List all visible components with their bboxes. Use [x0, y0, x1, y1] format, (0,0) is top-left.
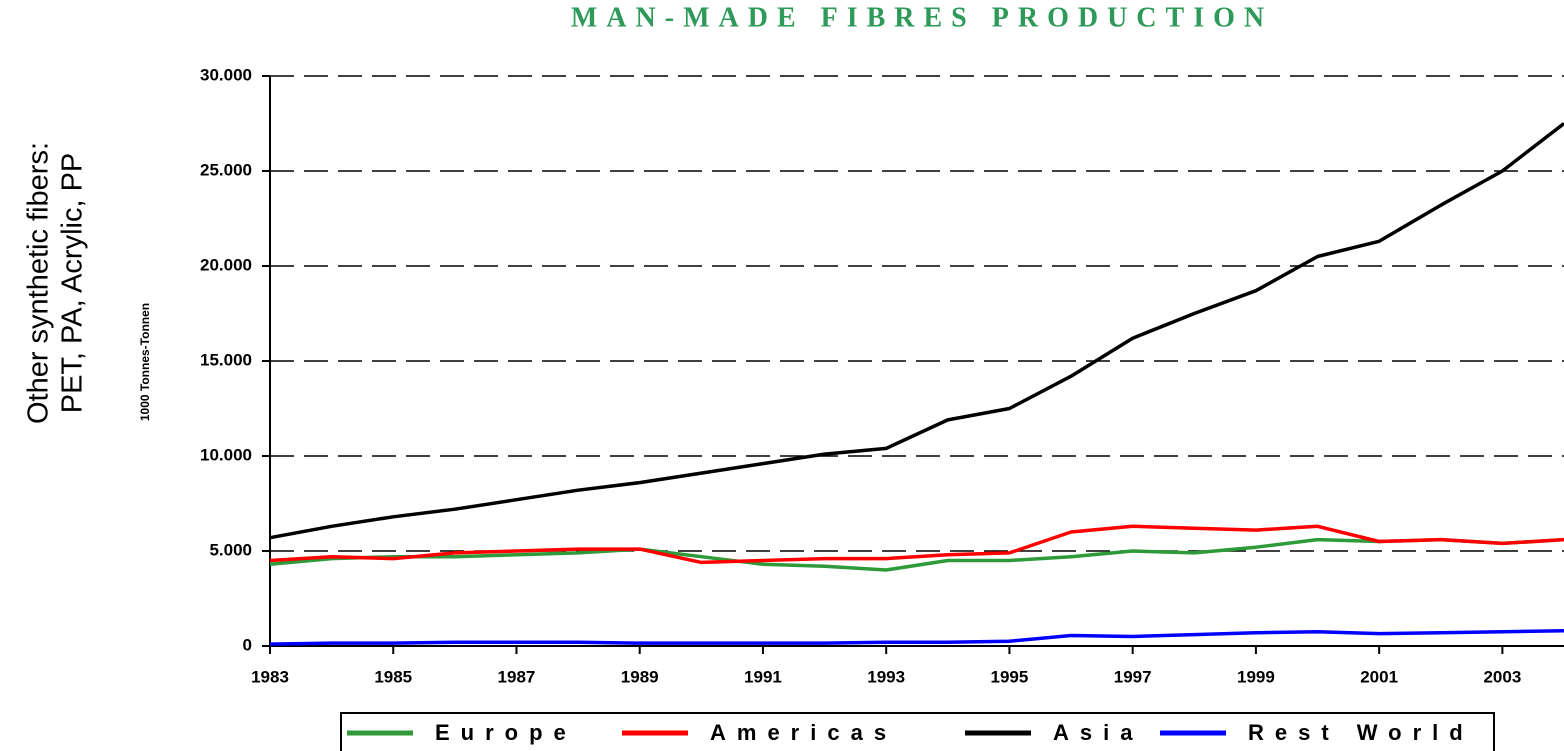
y-tick-label: 10.000	[200, 445, 252, 464]
legend-label: Americas	[710, 720, 897, 745]
x-tick-label: 1987	[498, 667, 536, 686]
x-tick-label: 1991	[744, 667, 782, 686]
y-axis-label: 1000 Tonnes-Tonnen	[138, 303, 152, 421]
chart-title: MAN-MADE FIBRES PRODUCTION	[571, 2, 1273, 33]
x-tick-label: 1997	[1114, 667, 1152, 686]
series-line	[269, 629, 1564, 646]
x-tick-label: 1995	[991, 667, 1029, 686]
legend-label: Europe	[435, 720, 577, 745]
y-tick-label: 5.000	[209, 540, 252, 559]
x-tick-label: 2001	[1360, 667, 1398, 686]
x-tick-label: 1993	[867, 667, 905, 686]
y-tick-label: 30.000	[200, 65, 252, 84]
annotation: Other synthetic fibers:	[23, 142, 55, 424]
y-tick-label: 0	[243, 635, 252, 654]
series-line	[269, 122, 1564, 540]
annotation: PET, PA, Acrylic, PP	[57, 153, 89, 414]
x-tick-label: 2003	[1483, 667, 1521, 686]
legend-label: Asia	[1053, 720, 1143, 745]
y-tick-label: 15.000	[200, 350, 252, 369]
series-line	[269, 537, 1564, 572]
y-tick-label: 25.000	[200, 160, 252, 179]
legend-box	[340, 712, 1495, 751]
x-tick-label: 1999	[1237, 667, 1275, 686]
x-tick-label: 1983	[251, 667, 289, 686]
series-line	[269, 524, 1564, 565]
x-tick-label: 1985	[374, 667, 412, 686]
x-tick-label: 1989	[621, 667, 659, 686]
legend-label: Rest World	[1248, 720, 1474, 745]
y-tick-label: 20.000	[200, 255, 252, 274]
